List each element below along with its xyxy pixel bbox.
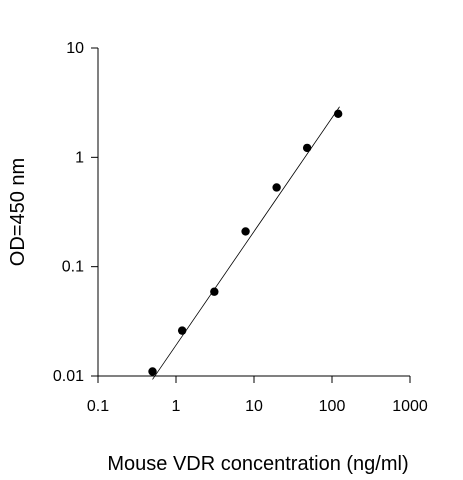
y-tick-label: 0.1 [62,259,84,276]
x-axis-title: Mouse VDR concentration (ng/ml) [107,453,408,475]
data-point [210,287,219,296]
fit-line [152,106,340,380]
data-point [148,367,157,376]
axes [97,48,410,377]
y-tick-label: 10 [66,40,84,57]
y-tick-label: 1 [75,149,84,166]
data-point [272,183,281,192]
x-tick-label: 100 [319,398,346,415]
x-tick-label: 1000 [392,398,428,415]
data-points [148,109,343,376]
y-ticks: 0.01 0.1 1 10 [53,40,98,385]
data-point [333,109,343,119]
x-tick-label: 1 [172,398,181,415]
x-tick-label: 10 [245,398,263,415]
fit-line-group [152,106,340,380]
data-point [302,143,312,153]
y-axis-title: OD=450 nm [7,158,29,266]
data-point [241,227,250,236]
x-ticks: 0.1 1 10 100 1000 [87,376,428,415]
y-tick-label: 0.01 [53,368,84,385]
data-point [177,326,187,335]
x-tick-label: 0.1 [87,398,109,415]
